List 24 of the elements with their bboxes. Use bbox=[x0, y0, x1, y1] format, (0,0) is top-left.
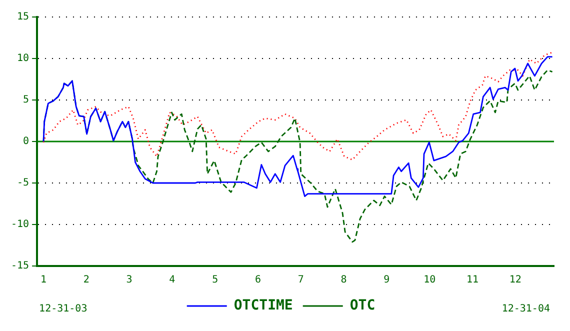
x-tick-label: 7 bbox=[298, 274, 304, 286]
y-tick-label: -10 bbox=[11, 219, 30, 230]
x-tick-label: 2 bbox=[83, 274, 90, 286]
x-tick-label: 1 bbox=[40, 274, 47, 286]
y-tick-label: 0 bbox=[23, 136, 30, 148]
x-tick-label: 11 bbox=[466, 274, 479, 286]
line-series bbox=[42, 52, 552, 160]
text: 12-31-03 bbox=[39, 304, 88, 315]
legend-label: OTCTIME bbox=[234, 298, 293, 314]
y-tick-label: 5 bbox=[23, 94, 30, 106]
x-tick-label: 10 bbox=[424, 274, 436, 286]
x-tick-label: 9 bbox=[384, 274, 390, 286]
y-tick-label: -15 bbox=[11, 260, 30, 272]
legend-label: OTC bbox=[350, 298, 376, 314]
x-tick-label: 6 bbox=[254, 274, 262, 286]
x-tick-label: 12 bbox=[509, 274, 522, 286]
x-tick-label: 8 bbox=[340, 274, 347, 286]
x-tick-label: 3 bbox=[126, 274, 132, 286]
x-tick-label: 4 bbox=[169, 274, 176, 286]
y-tick-label: 15 bbox=[17, 12, 30, 23]
x-tick-label: 5 bbox=[212, 274, 218, 286]
text: 12-31-04 bbox=[502, 304, 550, 315]
y-tick-label: -5 bbox=[17, 178, 30, 189]
y-tick-label: 10 bbox=[17, 53, 30, 64]
